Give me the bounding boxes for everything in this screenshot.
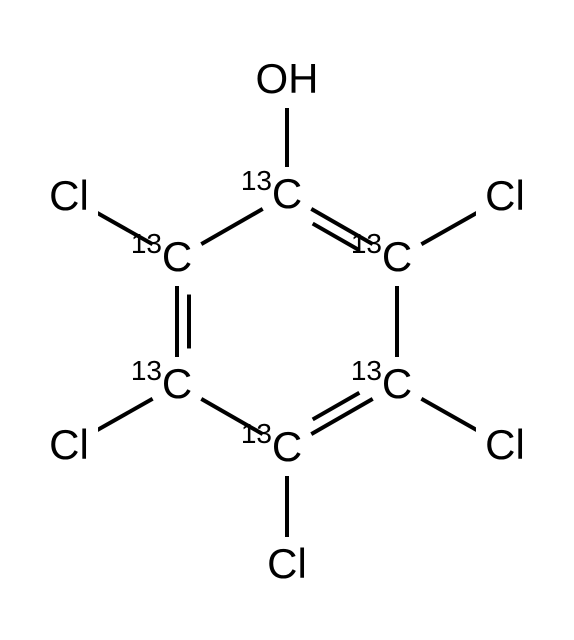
- bond: [421, 211, 480, 244]
- isotope-label: 13: [241, 165, 272, 196]
- atom-cl3: Cl: [476, 421, 534, 470]
- atom-label: Cl: [49, 421, 89, 468]
- bond: [93, 399, 152, 432]
- atom-c1: C13: [241, 165, 303, 219]
- atom-label: C: [382, 360, 412, 407]
- atom-c4: C13: [241, 418, 303, 472]
- atom-label: C: [272, 423, 302, 470]
- atom-label: Cl: [267, 540, 307, 587]
- atom-cl6: Cl: [40, 172, 98, 221]
- atom-oh: OH: [256, 55, 319, 104]
- atom-cl4: Cl: [258, 540, 316, 589]
- atom-label: C: [162, 360, 192, 407]
- isotope-label: 13: [351, 355, 382, 386]
- isotope-label: 13: [131, 228, 162, 259]
- atom-label: C: [162, 233, 192, 280]
- bond: [421, 399, 480, 432]
- bond-double-inner: [313, 393, 360, 420]
- isotope-label: 13: [131, 355, 162, 386]
- bond: [201, 209, 262, 244]
- atom-c5: C13: [131, 355, 193, 409]
- isotope-label: 13: [241, 418, 272, 449]
- atom-label: OH: [256, 55, 319, 102]
- atom-c6: C13: [131, 228, 193, 282]
- atom-cl2: Cl: [476, 172, 534, 221]
- isotope-label: 13: [351, 228, 382, 259]
- atom-label: Cl: [485, 172, 525, 219]
- atom-label: Cl: [485, 421, 525, 468]
- atom-label: C: [382, 233, 412, 280]
- atom-label: C: [272, 170, 302, 217]
- atom-cl5: Cl: [40, 421, 98, 470]
- molecule-diagram: C13C13C13C13C13C13OHClClClClCl: [0, 0, 574, 640]
- atom-c3: C13: [351, 355, 413, 409]
- atom-label: Cl: [49, 172, 89, 219]
- atom-c2: C13: [351, 228, 413, 282]
